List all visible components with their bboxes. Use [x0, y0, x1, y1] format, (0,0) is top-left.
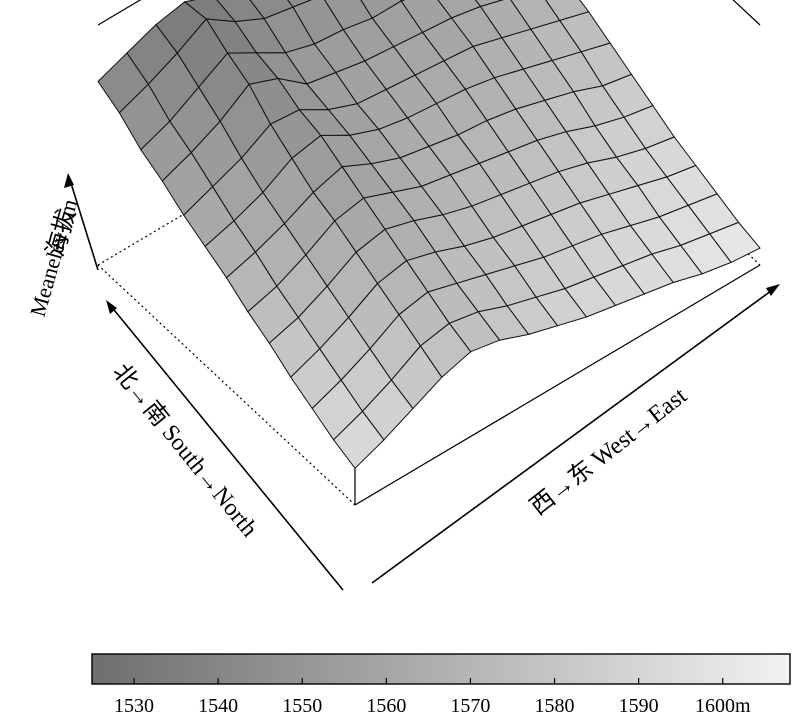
colorbar-tick-label: 1580 — [535, 695, 575, 717]
vertical-axis-arrow — [64, 173, 99, 271]
vertical-axis-label-en: Meanelev / m — [25, 196, 82, 319]
colorbar-tick-label: 1530 — [114, 695, 154, 717]
surface-mesh — [97, 0, 761, 470]
south-north-axis-label: 北→南 South→North — [107, 359, 263, 542]
south-north-axis-arrow — [106, 300, 344, 591]
bounding-box-front — [354, 264, 761, 506]
west-east-axis-label: 西→东 West→East — [525, 382, 692, 521]
colorbar-tick-label: 1540 — [198, 695, 238, 717]
colorbar-tick-label: 1590 — [619, 695, 659, 717]
colorbar-ticks: 1530 1540 1550 1560 1570 1580 1590 1600m — [114, 678, 751, 717]
colorbar-tick-label: 1600m — [695, 695, 751, 717]
box-edge — [354, 264, 761, 506]
colorbar-tick-label: 1550 — [282, 695, 322, 717]
west-east-axis-arrow — [371, 284, 780, 584]
colorbar — [91, 653, 791, 685]
colorbar-tick-label: 1560 — [366, 695, 406, 717]
surface-cell — [332, 410, 385, 470]
box-edge — [97, 264, 356, 506]
colorbar-tick-label: 1570 — [450, 695, 490, 717]
